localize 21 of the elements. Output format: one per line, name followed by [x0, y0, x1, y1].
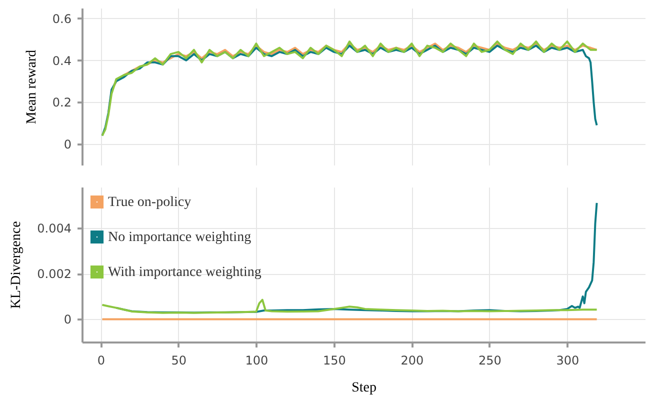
y-tick-label: 0.2: [52, 96, 72, 110]
x-tick-label: 300: [556, 354, 580, 368]
legend-label: True on-policy: [108, 195, 192, 210]
y-tick-label: 0.6: [52, 12, 72, 26]
legend-label: No importance weighting: [108, 230, 252, 245]
legend-label: With importance weighting: [108, 265, 262, 280]
x-tick-label: 100: [245, 354, 268, 368]
y-tick-label: 0: [64, 312, 72, 327]
x-tick-label: 0: [97, 354, 105, 368]
x-tick-label: 150: [322, 354, 346, 368]
y-axis-title: KL-Divergence: [9, 221, 24, 309]
line-series: [101, 298, 598, 314]
y-tick-label: 0.004: [37, 222, 72, 236]
y-tick-label: 0.002: [37, 267, 72, 282]
x-axis-title: Step: [352, 380, 376, 396]
x-tick-label: 250: [478, 354, 502, 368]
x-tick-label: 200: [400, 354, 424, 368]
x-tick-label: 50: [171, 354, 187, 368]
y-tick-label: 0.4: [52, 54, 72, 68]
y-axis-title: Mean reward: [24, 50, 40, 124]
y-tick-label: 0: [64, 138, 72, 152]
